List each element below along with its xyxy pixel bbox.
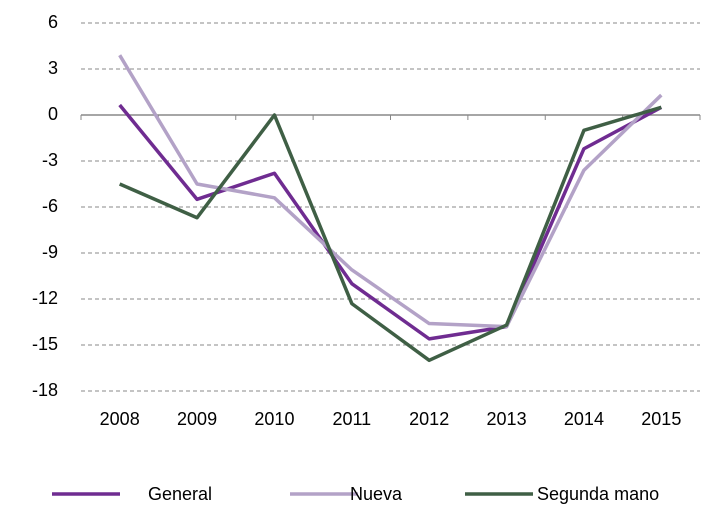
- y-tick-label: -15: [32, 334, 58, 354]
- x-tick-label: 2015: [641, 409, 681, 429]
- y-tick-label: 3: [48, 58, 58, 78]
- x-tick-label: 2008: [100, 409, 140, 429]
- x-tick-label: 2012: [409, 409, 449, 429]
- y-tick-label: -9: [42, 242, 58, 262]
- legend-label: Segunda mano: [537, 484, 659, 504]
- y-tick-label: -12: [32, 288, 58, 308]
- y-tick-label: 6: [48, 12, 58, 32]
- x-tick-label: 2009: [177, 409, 217, 429]
- y-tick-label: -6: [42, 196, 58, 216]
- series-line: [118, 105, 662, 363]
- y-tick-label: 0: [48, 104, 58, 124]
- series-line: [118, 103, 663, 341]
- y-tick-label: -18: [32, 380, 58, 400]
- legend-label: Nueva: [350, 484, 403, 504]
- x-tick-label: 2010: [254, 409, 294, 429]
- y-tick-label: -3: [42, 150, 58, 170]
- x-tick-label: 2011: [332, 409, 371, 429]
- series-line: [118, 54, 663, 329]
- x-tick-label: 2013: [487, 409, 527, 429]
- legend-label: General: [148, 484, 212, 504]
- x-tick-label: 2014: [564, 409, 604, 429]
